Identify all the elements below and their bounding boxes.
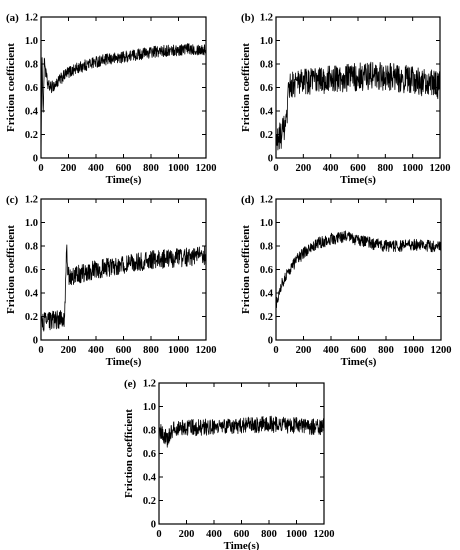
chart-panel: 0 200 400 600 800 1000 1200 0 0.2 0.4 0.6 0.8 1.0 1.2… xyxy=(240,12,451,186)
x-tick-label: 200 xyxy=(61,163,77,174)
y-tick-label: 0.6 xyxy=(25,265,38,276)
y-tick-label: 1.0 xyxy=(143,402,156,413)
x-tick-label: 400 xyxy=(323,163,339,174)
x-axis-title: Time(s) xyxy=(341,356,377,368)
x-tick-label: 0 xyxy=(273,163,278,174)
y-tick-label: 0.2 xyxy=(25,312,38,323)
y-axis-title: Friction coefficient xyxy=(240,43,252,132)
x-tick-label: 1000 xyxy=(403,345,424,356)
x-tick-label: 600 xyxy=(351,345,367,356)
x-tick-label: 0 xyxy=(38,345,43,356)
x-tick-label: 400 xyxy=(88,345,104,356)
panel-label: (d) xyxy=(241,194,255,206)
x-tick-label: 600 xyxy=(234,529,250,540)
x-tick-label: 800 xyxy=(143,345,159,356)
y-tick-label: 1.2 xyxy=(25,195,38,206)
y-tick-label: 0.4 xyxy=(143,473,157,484)
y-tick-label: 0 xyxy=(151,520,156,531)
chart-panel: 0 200 400 600 800 1000 1200 0 0.2 0.4 0.6 0.8 1.0 1.2… xyxy=(5,194,217,368)
y-tick-label: 1.2 xyxy=(143,379,156,390)
x-tick-label: 400 xyxy=(206,529,222,540)
x-tick-label: 200 xyxy=(296,345,312,356)
y-tick-label: 0.6 xyxy=(143,449,156,460)
y-tick-label: 0 xyxy=(33,154,38,165)
x-tick-label: 800 xyxy=(377,163,393,174)
x-axis-title: Time(s) xyxy=(106,174,142,186)
y-tick-label: 0.4 xyxy=(25,107,39,118)
x-tick-label: 600 xyxy=(116,345,132,356)
y-axis-title: Friction coefficient xyxy=(5,225,17,314)
y-tick-label: 0.2 xyxy=(260,312,273,323)
x-tick-label: 200 xyxy=(61,345,77,356)
y-tick-label: 0.6 xyxy=(25,83,38,94)
x-tick-label: 0 xyxy=(38,163,43,174)
plot-frame xyxy=(275,198,442,341)
y-tick-label: 0.6 xyxy=(260,265,273,276)
x-axis-title: Time(s) xyxy=(224,540,260,550)
x-tick-label: 1000 xyxy=(402,163,423,174)
x-tick-label: 1000 xyxy=(168,345,189,356)
y-tick-label: 1.2 xyxy=(260,195,273,206)
friction-series-line xyxy=(275,230,442,308)
y-axis-title: Friction coefficient xyxy=(5,43,17,132)
x-tick-label: 600 xyxy=(116,163,132,174)
panel-label: (a) xyxy=(6,12,19,24)
y-tick-label: 1.0 xyxy=(25,218,38,229)
x-tick-label: 800 xyxy=(378,345,394,356)
y-axis-title: Friction coefficient xyxy=(123,409,135,498)
y-tick-label: 0.6 xyxy=(260,83,273,94)
y-tick-label: 1.0 xyxy=(260,36,273,47)
y-tick-label: 0.8 xyxy=(260,60,273,71)
y-tick-label: 0.8 xyxy=(260,242,273,253)
panel-label: (c) xyxy=(6,194,19,206)
x-tick-label: 800 xyxy=(143,163,159,174)
chart-panel: 0 200 400 600 800 1000 1200 0 0.2 0.4 0.6 0.8 1.0 1.2… xyxy=(123,378,335,550)
plot-frame xyxy=(40,16,207,159)
y-tick-label: 0.4 xyxy=(25,289,39,300)
x-axis-title: Time(s) xyxy=(106,356,142,368)
y-tick-label: 0.2 xyxy=(143,496,156,507)
y-tick-label: 0.2 xyxy=(25,130,38,141)
x-tick-label: 400 xyxy=(88,163,104,174)
friction-series-line xyxy=(40,244,207,332)
x-tick-label: 600 xyxy=(350,163,366,174)
x-tick-label: 200 xyxy=(295,163,311,174)
x-axis-title: Time(s) xyxy=(340,174,376,186)
x-tick-label: 1000 xyxy=(168,163,189,174)
y-tick-label: 1.0 xyxy=(260,218,273,229)
y-tick-label: 0.8 xyxy=(25,242,38,253)
x-tick-label: 1200 xyxy=(314,529,335,540)
x-tick-label: 200 xyxy=(179,529,195,540)
y-tick-label: 1.2 xyxy=(25,13,38,24)
y-tick-label: 0.4 xyxy=(260,107,274,118)
x-tick-label: 400 xyxy=(323,345,339,356)
x-tick-label: 1200 xyxy=(431,345,452,356)
x-tick-label: 1200 xyxy=(430,163,451,174)
panel-label: (b) xyxy=(241,12,255,24)
x-tick-label: 1200 xyxy=(196,163,217,174)
panel-label: (e) xyxy=(124,378,137,390)
y-tick-label: 1.2 xyxy=(260,13,273,24)
y-tick-label: 1.0 xyxy=(25,36,38,47)
x-tick-label: 0 xyxy=(156,529,161,540)
y-tick-label: 0.8 xyxy=(25,60,38,71)
y-tick-label: 0.4 xyxy=(260,289,274,300)
y-tick-label: 0 xyxy=(268,154,273,165)
y-axis-title: Friction coefficient xyxy=(240,225,252,314)
y-tick-label: 0 xyxy=(33,336,38,347)
x-tick-label: 800 xyxy=(261,529,277,540)
y-tick-label: 0 xyxy=(268,336,273,347)
chart-panel: 0 200 400 600 800 1000 1200 0 0.2 0.4 0.6 0.8 1.0 1.2… xyxy=(240,194,452,368)
friction-series-line xyxy=(158,415,325,448)
x-tick-label: 1200 xyxy=(196,345,217,356)
chart-panel: 0 200 400 600 800 1000 1200 0 0.2 0.4 0.6 0.8 1.0 1.2… xyxy=(5,12,217,186)
plot-frame xyxy=(158,382,325,525)
friction-series-line xyxy=(275,61,441,151)
y-tick-label: 0.8 xyxy=(143,426,156,437)
friction-series-line xyxy=(40,43,207,159)
x-tick-label: 1000 xyxy=(286,529,307,540)
y-tick-label: 0.2 xyxy=(260,130,273,141)
x-tick-label: 0 xyxy=(273,345,278,356)
